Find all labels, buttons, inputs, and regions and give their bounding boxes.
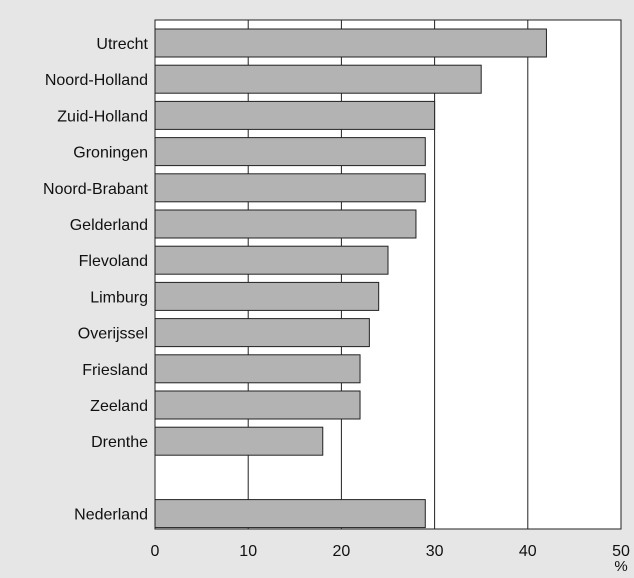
category-label: Noord-Holland <box>45 72 148 89</box>
bar <box>154 137 426 167</box>
category-label: Friesland <box>82 362 148 379</box>
bar <box>154 28 547 58</box>
x-tick-label: 50 <box>612 543 630 560</box>
category-label: Gelderland <box>70 217 148 234</box>
x-tick-labels: 0 10 20 30 40 50 <box>151 543 630 560</box>
bar <box>154 499 426 529</box>
category-label: Overijssel <box>78 326 148 343</box>
category-label: Noord-Brabant <box>43 181 149 198</box>
x-tick-label: 30 <box>426 543 444 560</box>
category-label: Utrecht <box>96 36 148 53</box>
bar <box>154 390 361 420</box>
bars <box>154 28 547 529</box>
category-label: Zuid-Holland <box>57 108 148 125</box>
bar <box>154 100 436 130</box>
x-tick-label: 10 <box>239 543 257 560</box>
bar <box>154 209 417 239</box>
bar <box>154 64 482 94</box>
category-label: Nederland <box>74 507 148 524</box>
category-labels: Utrecht Noord-Holland Zuid-Holland Groninge… <box>43 36 149 524</box>
category-label: Drenthe <box>91 434 148 451</box>
bar <box>154 354 361 384</box>
category-label: Zeeland <box>90 398 148 415</box>
category-label: Groningen <box>73 145 148 162</box>
bar <box>154 318 370 348</box>
category-label: Limburg <box>90 289 148 306</box>
x-axis-unit-label: % <box>614 558 627 575</box>
category-label: Flevoland <box>79 253 148 270</box>
x-tick-label: 20 <box>333 543 351 560</box>
bar <box>154 245 389 275</box>
x-tick-label: 0 <box>151 543 160 560</box>
bar <box>154 173 426 203</box>
x-tick-label: 40 <box>519 543 537 560</box>
bar <box>154 281 380 311</box>
bar <box>154 426 324 456</box>
